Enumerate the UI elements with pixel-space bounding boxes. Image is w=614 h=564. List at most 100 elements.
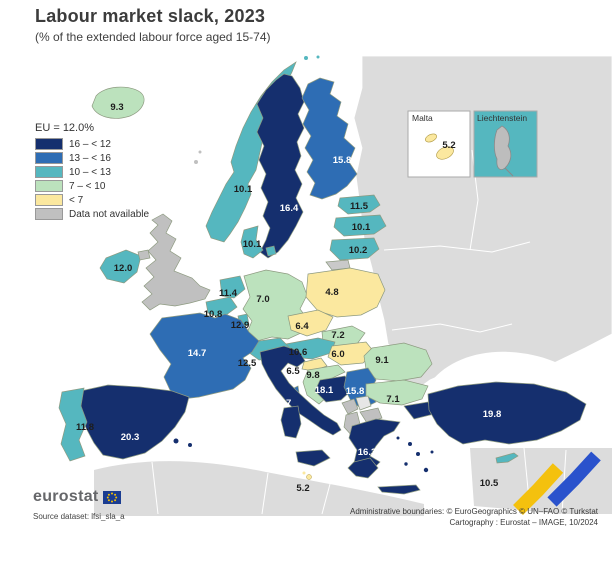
boundaries-credit: Administrative boundaries: © EuroGeograp… bbox=[349, 507, 598, 516]
country-spain bbox=[75, 384, 190, 460]
country-estonia bbox=[337, 194, 381, 215]
legend-swatch bbox=[35, 194, 63, 206]
montenegro-region bbox=[341, 398, 359, 415]
header: Labour market slack, 2023 (% of the exte… bbox=[35, 6, 271, 44]
north-africa bbox=[94, 461, 424, 516]
border-line-africa bbox=[151, 461, 331, 515]
inset-malta-label: Malta bbox=[412, 113, 433, 123]
country-belgium bbox=[205, 296, 238, 319]
label-slovakia: 7.2 bbox=[331, 330, 344, 341]
label-turkiye: 19.8 bbox=[483, 409, 502, 420]
kosovo-region bbox=[355, 395, 372, 411]
label-austria: 10.6 bbox=[289, 347, 308, 358]
label-finland: 15.8 bbox=[333, 155, 352, 166]
aegean-islands bbox=[396, 436, 434, 473]
malta-islet bbox=[306, 474, 312, 480]
legend-swatch bbox=[35, 208, 63, 220]
label-bulgaria: 7.1 bbox=[386, 394, 400, 405]
northern-ireland bbox=[137, 249, 151, 261]
legend-item: Data not available bbox=[35, 207, 149, 221]
label-portugal: 11.8 bbox=[76, 422, 94, 433]
svalbard-islet-2 bbox=[316, 55, 320, 59]
country-greece bbox=[348, 418, 401, 474]
page-title: Labour market slack, 2023 bbox=[35, 6, 266, 26]
cartography-credit: Cartography : Eurostat – IMAGE, 10/2024 bbox=[449, 518, 598, 527]
legend-item-label: 16 – < 12 bbox=[69, 138, 111, 150]
country-cyprus bbox=[495, 452, 519, 464]
label-belgium: 10.8 bbox=[204, 309, 223, 320]
legend-item: 16 – < 12 bbox=[35, 137, 149, 151]
label-france: 14.7 bbox=[188, 348, 207, 359]
legend-item-label: 7 – < 10 bbox=[69, 180, 106, 192]
country-italy bbox=[259, 345, 342, 436]
sardinia-island bbox=[280, 405, 302, 439]
legend-item-label: Data not available bbox=[69, 208, 150, 220]
label-serbia: 15.8 bbox=[346, 386, 365, 397]
legend-item-label: 13 – < 16 bbox=[69, 152, 111, 164]
border-line-east-1 bbox=[383, 241, 531, 253]
legend-swatch bbox=[35, 152, 63, 164]
legend-eu-value: EU = 12.0% bbox=[35, 122, 95, 134]
country-czechia bbox=[287, 309, 334, 337]
svalbard-islet bbox=[304, 56, 308, 60]
country-france bbox=[149, 312, 260, 400]
country-sweden bbox=[256, 73, 305, 259]
label-bosnia: 18.1 bbox=[315, 385, 334, 396]
denmark-island bbox=[265, 245, 277, 257]
border-line-east-2 bbox=[391, 323, 513, 333]
blue-ribbon-decoration bbox=[547, 451, 601, 507]
inset-liechtenstein-label: Liechtenstein bbox=[477, 113, 527, 123]
label-denmark: 10.1 bbox=[243, 239, 262, 250]
shetland-islet bbox=[194, 160, 198, 164]
inset-liechtenstein: Liechtenstein bbox=[473, 110, 538, 178]
country-denmark bbox=[240, 225, 264, 259]
label-luxembourg: 12.9 bbox=[231, 320, 250, 331]
eu-flag-icon bbox=[102, 490, 121, 504]
eastern-landmass bbox=[353, 55, 613, 391]
label-estonia: 11.5 bbox=[350, 201, 369, 212]
malta-islet-2 bbox=[302, 471, 306, 475]
label-sweden: 16.4 bbox=[280, 203, 299, 214]
label-croatia: 9.8 bbox=[306, 370, 319, 381]
shetland-islet-2 bbox=[198, 150, 202, 154]
label-romania: 9.1 bbox=[375, 355, 389, 366]
label-malta: 5.2 bbox=[296, 483, 309, 494]
label-czechia: 6.4 bbox=[295, 321, 309, 332]
legend-item-label: < 7 bbox=[69, 194, 84, 206]
label-germany: 7.0 bbox=[256, 294, 269, 305]
label-ireland: 12.0 bbox=[114, 263, 133, 274]
label-latvia: 10.1 bbox=[352, 222, 371, 233]
label-netherlands: 11.4 bbox=[219, 288, 238, 299]
country-latvia bbox=[333, 214, 387, 237]
label-poland: 4.8 bbox=[325, 287, 338, 298]
legend: EU = 12.0% 16 – < 12 13 – < 16 10 – < 13… bbox=[35, 122, 149, 221]
eurostat-logo: eurostat bbox=[33, 488, 125, 506]
sicily-island bbox=[295, 449, 331, 467]
label-switzerland: 12.5 bbox=[238, 358, 257, 369]
label-lithuania: 10.2 bbox=[349, 245, 368, 256]
country-uk bbox=[141, 213, 211, 311]
yellow-ribbon-decoration bbox=[513, 463, 564, 515]
country-ireland bbox=[99, 249, 142, 284]
label-iceland: 9.3 bbox=[110, 102, 123, 113]
country-romania bbox=[363, 342, 433, 382]
legend-swatch bbox=[35, 180, 63, 192]
legend-item: 7 – < 10 bbox=[35, 179, 149, 193]
label-hungary: 6.0 bbox=[331, 349, 344, 360]
label-slovenia: 6.5 bbox=[286, 366, 300, 377]
country-netherlands bbox=[219, 275, 246, 299]
source-dataset: Source dataset: lfsi_sla_a bbox=[33, 512, 125, 521]
label-spain: 20.3 bbox=[121, 432, 140, 443]
legend-swatch bbox=[35, 138, 63, 150]
country-hungary bbox=[327, 341, 375, 366]
country-poland bbox=[305, 267, 386, 318]
country-bosnia bbox=[314, 375, 354, 403]
label-italy: 17.7 bbox=[273, 398, 292, 409]
country-lithuania bbox=[329, 237, 380, 261]
legend-item-label: 10 – < 13 bbox=[69, 166, 111, 178]
country-iceland bbox=[91, 86, 145, 119]
legend-item: < 7 bbox=[35, 193, 149, 207]
legend-swatch bbox=[35, 166, 63, 178]
